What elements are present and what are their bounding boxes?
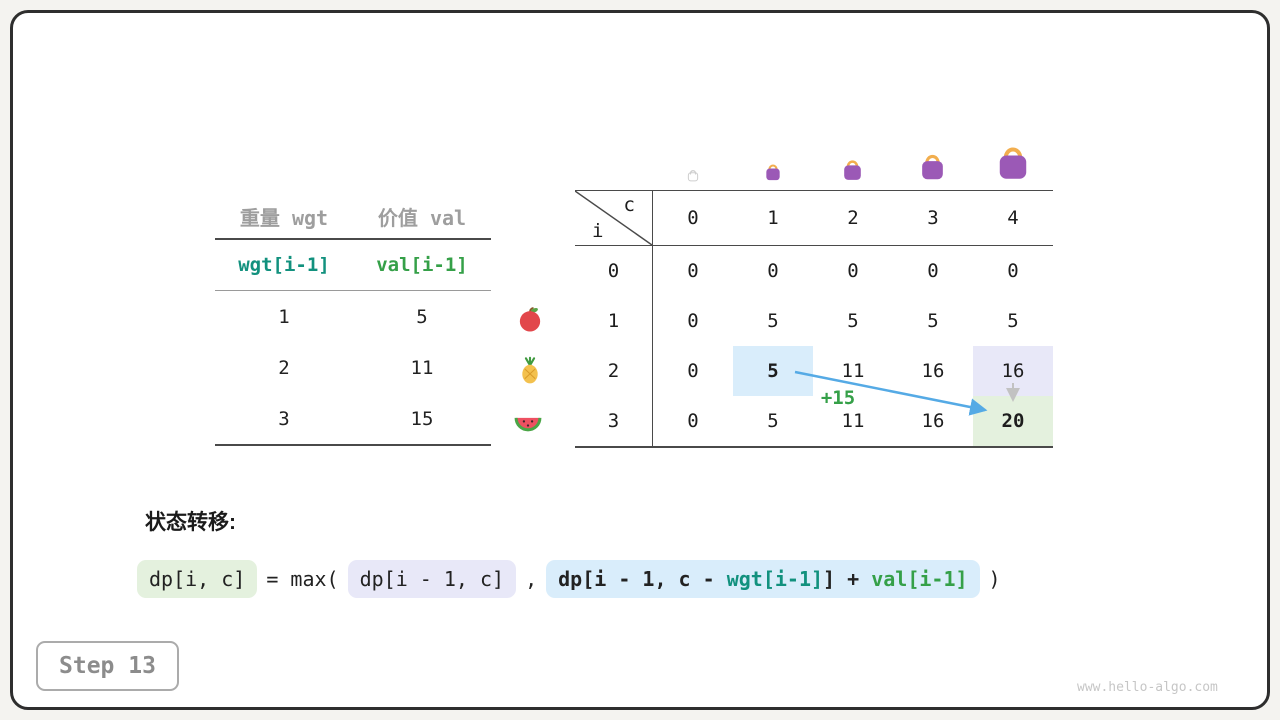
dp-cell-i1-c1: 5 — [767, 310, 779, 332]
dp-row-header-2: 2 — [575, 346, 653, 396]
item-3-wgt: 3 — [278, 407, 290, 430]
formula-take-box: dp[i - 1, c - wgt[i-1]] + val[i-1] — [546, 560, 980, 598]
item-3-val: 15 — [410, 407, 434, 430]
bag-icon-capacity-3 — [922, 154, 943, 180]
formula-closing: ) — [988, 567, 1001, 591]
dp-cell-i3-c0: 0 — [687, 410, 699, 432]
corner-row-label: i — [592, 220, 604, 242]
item-2-wgt: 2 — [278, 356, 290, 379]
items-header-weight: 重量 wgt — [239, 206, 329, 230]
take-val-term: val[i-1] — [871, 567, 968, 591]
dp-cell-i1-c0: 0 — [687, 310, 699, 332]
dp-cell-i0-c4: 0 — [1007, 260, 1019, 282]
dp-table: i c 0 1 2 3 4 0 0 0 0 0 0 1 0 5 5 5 5 2 … — [575, 190, 1053, 448]
apple-icon — [519, 306, 541, 332]
corner-col-label: c — [623, 194, 635, 216]
transition-formula: dp[i, c] = max( dp[i - 1, c] , dp[i - 1,… — [137, 560, 1001, 598]
formula-separator: , — [525, 567, 538, 591]
dp-row-header-1: 1 — [575, 296, 653, 346]
dp-cell-i2-c2: 11 — [841, 360, 865, 382]
corner-diagonal-line — [575, 191, 652, 245]
dp-cell-i3-c1: 5 — [767, 410, 779, 432]
item-row-2: 2 11 — [215, 342, 491, 393]
dp-col-header-3: 3 — [893, 191, 973, 246]
items-table: 重量 wgt 价值 val wgt[i-1] val[i-1] 1 5 2 11… — [215, 195, 491, 446]
dp-cell-i0-c2: 0 — [847, 260, 859, 282]
item-row-3: 3 15 — [215, 393, 491, 444]
formula-operator: = max( — [266, 567, 339, 591]
items-header-value: 价值 val — [377, 206, 467, 230]
dp-cell-i2-c3: 16 — [921, 360, 945, 382]
take-mid: ] + — [823, 567, 872, 591]
dp-cell-i0-c3: 0 — [927, 260, 939, 282]
item-row-1: 1 5 — [215, 291, 491, 342]
dp-corner-cell: i c — [575, 191, 653, 246]
bag-icon-capacity-2 — [844, 160, 861, 180]
dp-cell-i3-c2: 11 — [841, 410, 865, 432]
dp-cell-i1-c3: 5 — [927, 310, 939, 332]
dp-col-header-4: 4 — [973, 191, 1053, 246]
items-table-header: 重量 wgt 价值 val — [215, 195, 491, 240]
bag-icon-capacity-1 — [766, 164, 780, 181]
dp-cell-i0-c0: 0 — [687, 260, 699, 282]
dp-col-header-0: 0 — [653, 191, 733, 246]
items-formula-row: wgt[i-1] val[i-1] — [215, 240, 491, 291]
dp-col-header-1: 1 — [733, 191, 813, 246]
dp-cell-i1-c2: 5 — [847, 310, 859, 332]
take-wgt-term: wgt[i-1] — [726, 567, 824, 591]
dp-cell-i3-c3: 16 — [921, 410, 945, 432]
formula-lhs-box: dp[i, c] — [137, 560, 258, 598]
pineapple-icon — [522, 356, 538, 384]
transition-title: 状态转移: — [145, 511, 236, 534]
take-prefix: dp[i - 1, c - — [558, 567, 727, 591]
dp-row-header-3: 3 — [575, 396, 653, 446]
item-2-val: 11 — [410, 356, 434, 379]
item-1-wgt: 1 — [278, 305, 290, 328]
dp-cell-i1-c4: 5 — [1007, 310, 1019, 332]
dp-cell-i0-c1: 0 — [767, 260, 779, 282]
formula-keep-box: dp[i - 1, c] — [347, 560, 517, 598]
bag-icon-capacity-4 — [999, 147, 1027, 179]
formula-val-cell: val[i-1] — [376, 254, 468, 276]
dp-cell-i3-c4-result-highlight: 20 — [973, 396, 1053, 446]
bag-icon-capacity-0 — [687, 170, 699, 182]
dp-row-header-0: 0 — [575, 246, 653, 296]
dp-cell-i2-c0: 0 — [687, 360, 699, 382]
watermelon-icon — [514, 417, 542, 432]
item-1-val: 5 — [416, 305, 428, 328]
watermark: www.hello-algo.com — [1077, 680, 1218, 695]
formula-wgt-cell: wgt[i-1] — [238, 254, 330, 276]
dp-cell-i2-c1-source-highlight: 5 — [733, 346, 813, 396]
dp-col-header-2: 2 — [813, 191, 893, 246]
dp-cell-i2-c4-keep-highlight: 16 — [973, 346, 1053, 396]
step-badge: Step 13 — [36, 641, 179, 691]
